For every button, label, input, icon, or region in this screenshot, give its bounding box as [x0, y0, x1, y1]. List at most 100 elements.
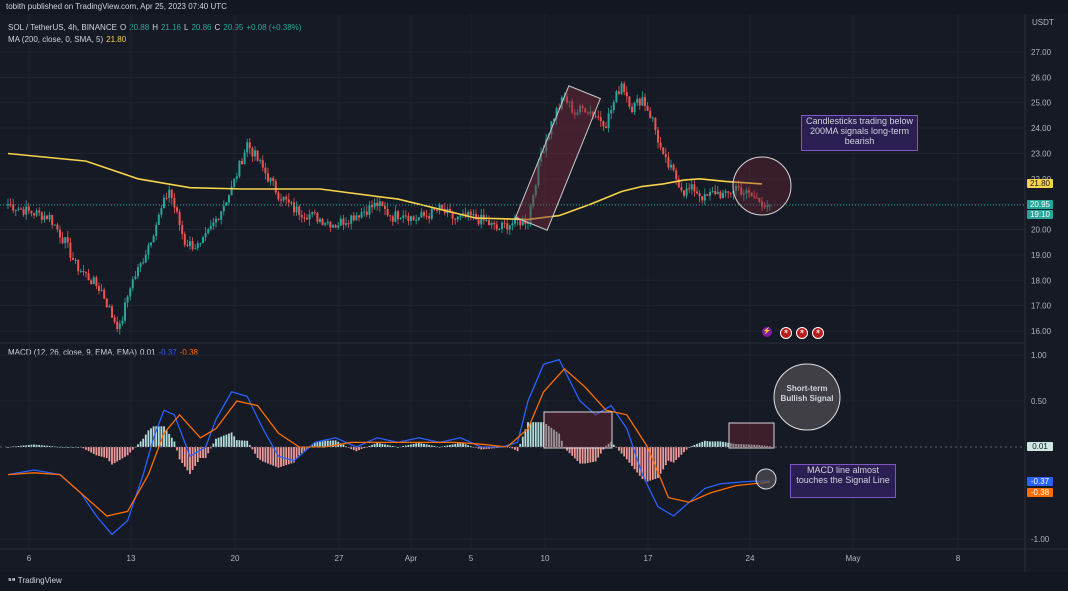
- candle-body: [170, 189, 173, 198]
- brand-label: TradingView: [17, 576, 62, 585]
- histogram-bar: [303, 447, 306, 452]
- histogram-bar: [295, 447, 298, 459]
- candle-body: [537, 161, 540, 186]
- lightning-icon[interactable]: ⚡: [762, 327, 772, 337]
- histogram-bar: [27, 445, 30, 447]
- candle-body: [95, 277, 98, 286]
- histogram-bar: [72, 447, 74, 448]
- histogram-bar: [391, 445, 394, 447]
- histogram-bar: [220, 436, 223, 447]
- candle-body: [477, 219, 480, 225]
- histogram-bar: [386, 444, 389, 447]
- histogram-bar: [566, 447, 568, 451]
- candle-body: [290, 202, 293, 204]
- histogram-bar: [259, 447, 262, 460]
- candle-body: [43, 215, 46, 220]
- histogram-bar: [274, 447, 277, 467]
- histogram-bar: [586, 447, 589, 464]
- candle-body: [620, 83, 623, 94]
- candle-body: [581, 105, 584, 109]
- candle-body: [597, 116, 600, 118]
- histogram-bar: [732, 443, 735, 447]
- histogram-bar: [683, 447, 685, 453]
- histogram-bar: [719, 441, 722, 447]
- bullish-annotation[interactable]: Short-term Bullish Signal: [780, 384, 834, 404]
- candle-body: [748, 190, 750, 193]
- histogram-bar: [540, 422, 542, 447]
- candlesticks: [7, 81, 771, 335]
- candle-body: [334, 225, 337, 228]
- candle-body: [220, 211, 223, 220]
- candle-body: [121, 320, 124, 324]
- candle-body: [709, 191, 711, 196]
- histogram-bar: [269, 447, 272, 465]
- candle-body: [345, 223, 347, 225]
- candle-body: [308, 214, 311, 220]
- candle-body: [337, 225, 340, 228]
- candle-body: [373, 202, 376, 208]
- histogram-bar: [485, 447, 488, 449]
- candle-body: [602, 121, 605, 127]
- histogram-bar: [267, 447, 269, 464]
- macd-legend[interactable]: MACD (12, 26, close, 9, EMA, EMA) 0.01 -0.…: [8, 348, 201, 357]
- histogram-bar: [43, 445, 46, 447]
- currency-label: USDT: [1032, 18, 1054, 27]
- candle-body: [14, 209, 17, 211]
- candle-body: [472, 213, 475, 216]
- ohlc-o-label: O: [119, 23, 127, 32]
- symbol-legend[interactable]: SOL / TetherUS, 4h, BINANCE O 20.88 H 21.16 L…: [8, 23, 304, 32]
- histogram-bar: [363, 447, 366, 449]
- macd-tick-label: 1.00: [1031, 351, 1047, 360]
- bearish-annotation[interactable]: Candlesticks trading below 200MA signals…: [801, 115, 918, 151]
- histogram-bar: [441, 446, 444, 448]
- candle-body: [87, 273, 90, 281]
- candle-body: [274, 181, 277, 193]
- candle-body: [631, 106, 633, 113]
- ma-legend[interactable]: MA (200, close, 0, SMA, 5) 21.80: [8, 35, 129, 44]
- candle-body: [737, 185, 740, 188]
- histogram-bar: [347, 447, 350, 448]
- histogram-bar: [290, 447, 293, 464]
- candle-body: [46, 215, 48, 220]
- candle-body: [12, 204, 15, 211]
- histogram-bar: [339, 443, 342, 447]
- candle-body: [225, 202, 228, 206]
- ma-label: MA (200, close, 0, SMA, 5): [8, 35, 104, 44]
- candle-body: [589, 111, 592, 114]
- histogram-bar: [597, 447, 600, 458]
- candle-body: [111, 306, 113, 318]
- macd-annotation[interactable]: MACD line almost touches the Signal Line: [790, 464, 896, 498]
- candle-body: [571, 101, 574, 113]
- publish-line: tobith published on TradingView.com, Apr…: [6, 2, 227, 11]
- candle-body: [659, 142, 662, 148]
- candle-body: [92, 277, 95, 285]
- candle-body: [355, 215, 358, 221]
- us-flag-icon[interactable]: ✶: [780, 327, 792, 339]
- candle-body: [129, 288, 132, 297]
- candle-body: [267, 173, 269, 182]
- candle-body: [547, 134, 550, 140]
- histogram-bar: [412, 443, 415, 447]
- macd-label: MACD (12, 26, close, 9, EMA, EMA): [8, 348, 137, 357]
- price-tick-label: 25.00: [1031, 99, 1052, 108]
- candle-body: [352, 215, 355, 221]
- us-flag-icon[interactable]: ✶: [796, 327, 808, 339]
- tradingview-logo[interactable]: ⁵⁹ TradingView: [8, 576, 62, 585]
- histogram-bar: [670, 447, 672, 462]
- candle-body: [623, 83, 626, 92]
- histogram-bar: [545, 424, 548, 447]
- candle-body: [228, 195, 230, 203]
- x-tick-label: 17: [644, 554, 653, 563]
- candle-body: [690, 184, 693, 190]
- candle-body: [256, 150, 259, 161]
- candle-body: [157, 214, 160, 225]
- histogram-bar: [625, 447, 628, 460]
- histogram-bar: [326, 440, 329, 447]
- histogram-bar: [38, 445, 41, 447]
- histogram-bar: [183, 447, 186, 467]
- candle-body: [706, 194, 709, 196]
- candle-body: [664, 154, 667, 158]
- us-flag-icon[interactable]: ✶: [812, 327, 824, 339]
- candle-body: [272, 178, 275, 182]
